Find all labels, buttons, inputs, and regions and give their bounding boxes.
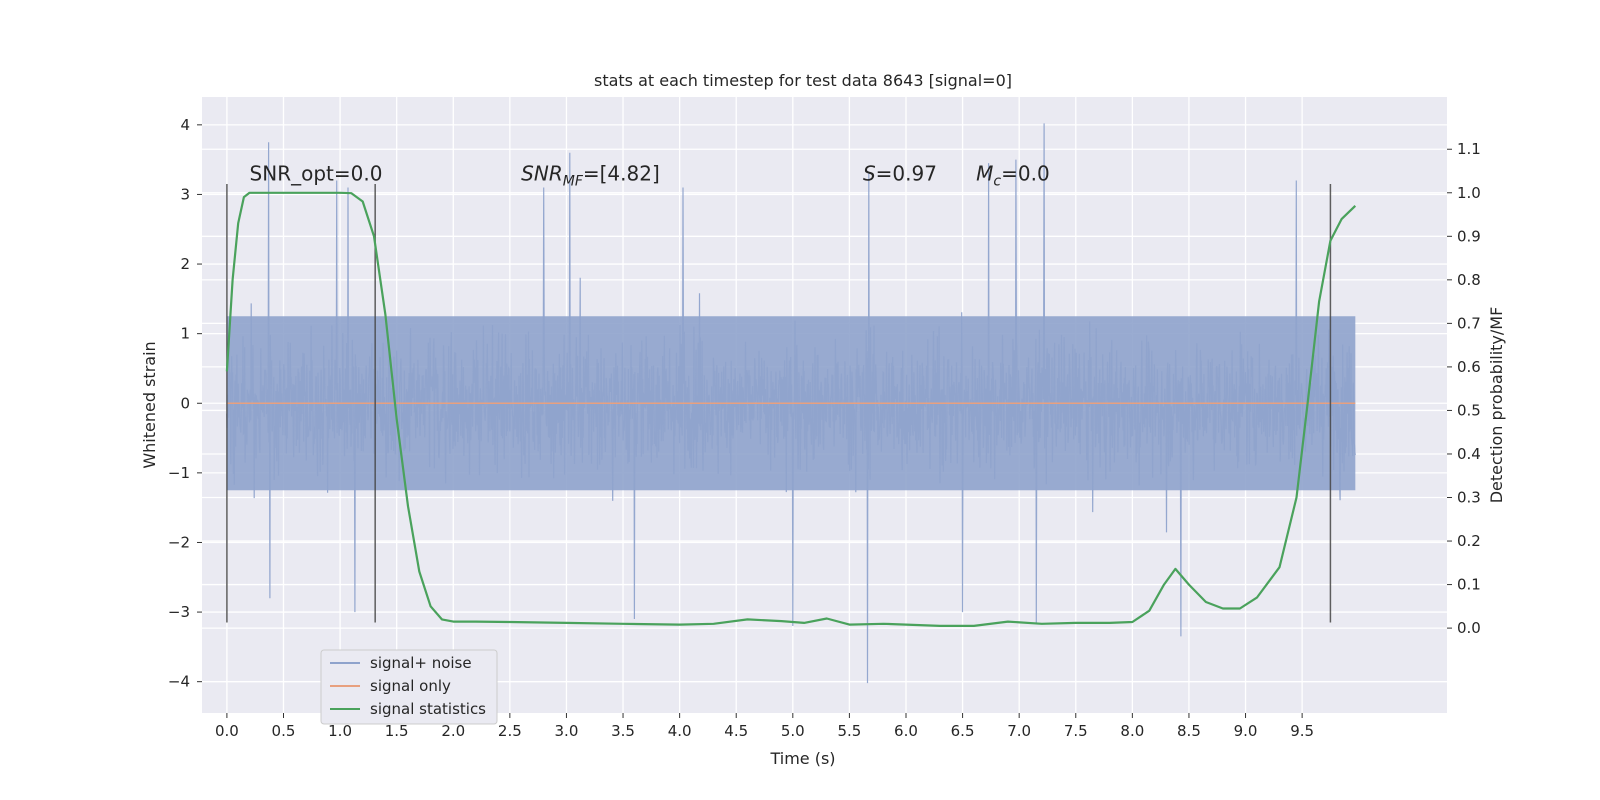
x-tick-label-9: 4.5 [724, 722, 748, 740]
yr-tick-label-4: 0.7 [1457, 314, 1481, 332]
yr-tick-label-2: 0.9 [1457, 227, 1481, 245]
legend: signal+ noise signal only signal statist… [320, 649, 498, 725]
y-axis-right-ticks: 1.1 1.0 0.9 0.8 0.7 0.6 0.5 0.4 0.3 0.2 0.1 0.0 [1447, 140, 1481, 637]
yl-tick-label-5: −1 [168, 464, 190, 482]
y-axis-right-label: Detection probability/MF [1487, 307, 1506, 504]
yr-tick-label-9: 0.2 [1457, 532, 1481, 550]
legend-label-signal-only: signal only [370, 677, 451, 695]
x-tick-label-14: 7.0 [1007, 722, 1031, 740]
x-tick-label-5: 2.5 [498, 722, 522, 740]
x-tick-label-19: 9.5 [1290, 722, 1314, 740]
x-tick-label-12: 6.0 [894, 722, 918, 740]
yr-tick-label-10: 0.1 [1457, 576, 1481, 594]
statistics-line [225, 191, 1357, 627]
x-tick-label-18: 9.0 [1234, 722, 1258, 740]
legend-label-signal-statistics: signal statistics [370, 700, 486, 718]
annotation-0: SNR_opt=0.0 [250, 162, 383, 186]
x-axis-label: Time (s) [769, 749, 835, 768]
yl-tick-label-2: 2 [180, 255, 190, 273]
yr-tick-label-3: 0.8 [1457, 271, 1481, 289]
yr-tick-label-11: 0.0 [1457, 619, 1481, 637]
annotation-3: Mc=0.0 [976, 162, 1050, 190]
legend-label-signal-noise: signal+ noise [370, 654, 472, 672]
annotations: SNR_opt=0.0 SNRMF=[4.82] S=0.97 Mc=0.0 [250, 162, 1050, 190]
legend-box [320, 649, 498, 725]
yl-tick-label-0: 4 [180, 116, 190, 134]
yr-tick-label-8: 0.3 [1457, 489, 1481, 507]
yr-tick-label-1: 1.0 [1457, 184, 1481, 202]
yl-tick-label-1: 3 [180, 185, 190, 203]
x-tick-label-10: 5.0 [781, 722, 805, 740]
yr-tick-label-5: 0.6 [1457, 358, 1481, 376]
y-axis-left-ticks: 4 3 2 1 0 −1 −2 −3 −4 [168, 116, 202, 691]
yr-tick-label-0: 1.1 [1457, 140, 1481, 158]
yl-tick-label-4: 0 [180, 394, 190, 412]
series-signal-statistics [225, 191, 1357, 627]
vertical-lines [226, 184, 1332, 623]
x-tick-label-1: 0.5 [272, 722, 296, 740]
yl-tick-label-7: −3 [168, 603, 190, 621]
yl-tick-label-6: −2 [168, 533, 190, 551]
x-tick-label-3: 1.5 [385, 722, 409, 740]
x-tick-label-11: 5.5 [837, 722, 861, 740]
x-tick-label-15: 7.5 [1064, 722, 1088, 740]
yl-tick-label-8: −4 [168, 673, 190, 691]
x-axis-ticks: 0.0 0.5 1.0 1.5 2.0 2.5 3.0 3.5 4.0 4.5 5.0 5.5 6.0 6… [215, 713, 1314, 740]
x-tick-label-2: 1.0 [328, 722, 352, 740]
annotation-2: S=0.97 [863, 162, 937, 186]
x-tick-label-6: 3.0 [555, 722, 579, 740]
x-tick-label-0: 0.0 [215, 722, 239, 740]
yr-tick-label-6: 0.5 [1457, 401, 1481, 419]
y-axis-left-label: Whitened strain [140, 341, 159, 468]
annotation-1: SNRMF=[4.82] [521, 162, 660, 190]
x-tick-label-8: 4.0 [668, 722, 692, 740]
yr-tick-label-7: 0.4 [1457, 445, 1481, 463]
x-tick-label-17: 8.5 [1177, 722, 1201, 740]
x-tick-label-13: 6.5 [951, 722, 975, 740]
chart-title: stats at each timestep for test data 864… [594, 71, 1012, 90]
x-tick-label-7: 3.5 [611, 722, 635, 740]
x-tick-label-16: 8.0 [1120, 722, 1144, 740]
yl-tick-label-3: 1 [180, 325, 190, 343]
x-tick-label-4: 2.0 [441, 722, 465, 740]
noise-trace [226, 123, 1356, 684]
